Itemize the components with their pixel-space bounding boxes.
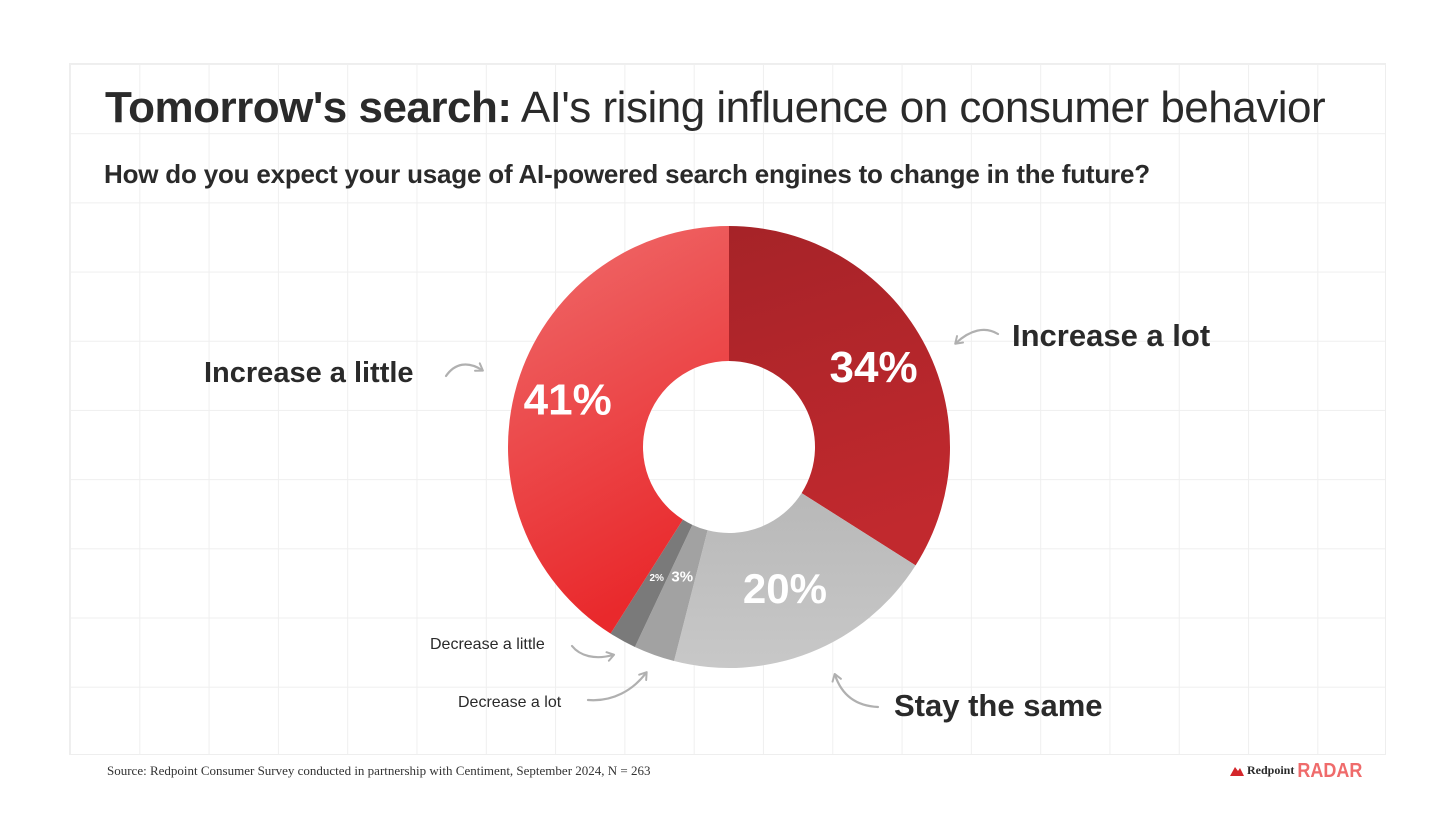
label-decrease-a-little: Decrease a little (430, 636, 545, 653)
value-label-decrease-a-little: 2% (650, 573, 665, 584)
logo-product: RADAR (1297, 757, 1363, 781)
arrow-stay-the-same (831, 672, 880, 709)
label-increase-a-lot: Increase a lot (1012, 318, 1210, 353)
value-label-stay-the-same: 20% (743, 565, 827, 612)
arrow-decrease-a-lot (586, 671, 648, 702)
chart-title: Tomorrow's search: AI's rising influence… (105, 80, 1326, 136)
logo-brand: Redpoint (1247, 762, 1295, 777)
slice-decrease-a-lot (634, 524, 708, 662)
source-note: Source: Redpoint Consumer Survey conduct… (107, 763, 651, 778)
label-decrease-a-lot: Decrease a lot (458, 694, 562, 711)
slice-decrease-a-little (610, 519, 693, 647)
value-label-decrease-a-lot: 3% (671, 568, 693, 585)
slice-stay-the-same (674, 493, 916, 668)
label-increase-a-little: Increase a little (204, 357, 414, 389)
value-label-increase-a-little: 41% (524, 376, 612, 425)
value-label-increase-a-lot: 34% (830, 343, 918, 392)
label-stay-the-same: Stay the same (894, 688, 1103, 723)
arrow-decrease-a-little (570, 644, 616, 662)
redpoint-radar-logo: Redpoint RADAR (1230, 757, 1363, 781)
arrow-increase-a-lot (954, 328, 1000, 345)
slice-increase-a-little (507, 226, 729, 634)
slice-increase-a-lot (729, 226, 950, 566)
title-bold: Tomorrow's search: (105, 83, 512, 132)
title-light: AI's rising influence on consumer behavi… (511, 83, 1326, 132)
redpoint-mountain-icon (1230, 767, 1244, 776)
arrow-increase-a-little (444, 362, 484, 378)
chart-question: How do you expect your usage of AI-power… (104, 159, 1150, 189)
